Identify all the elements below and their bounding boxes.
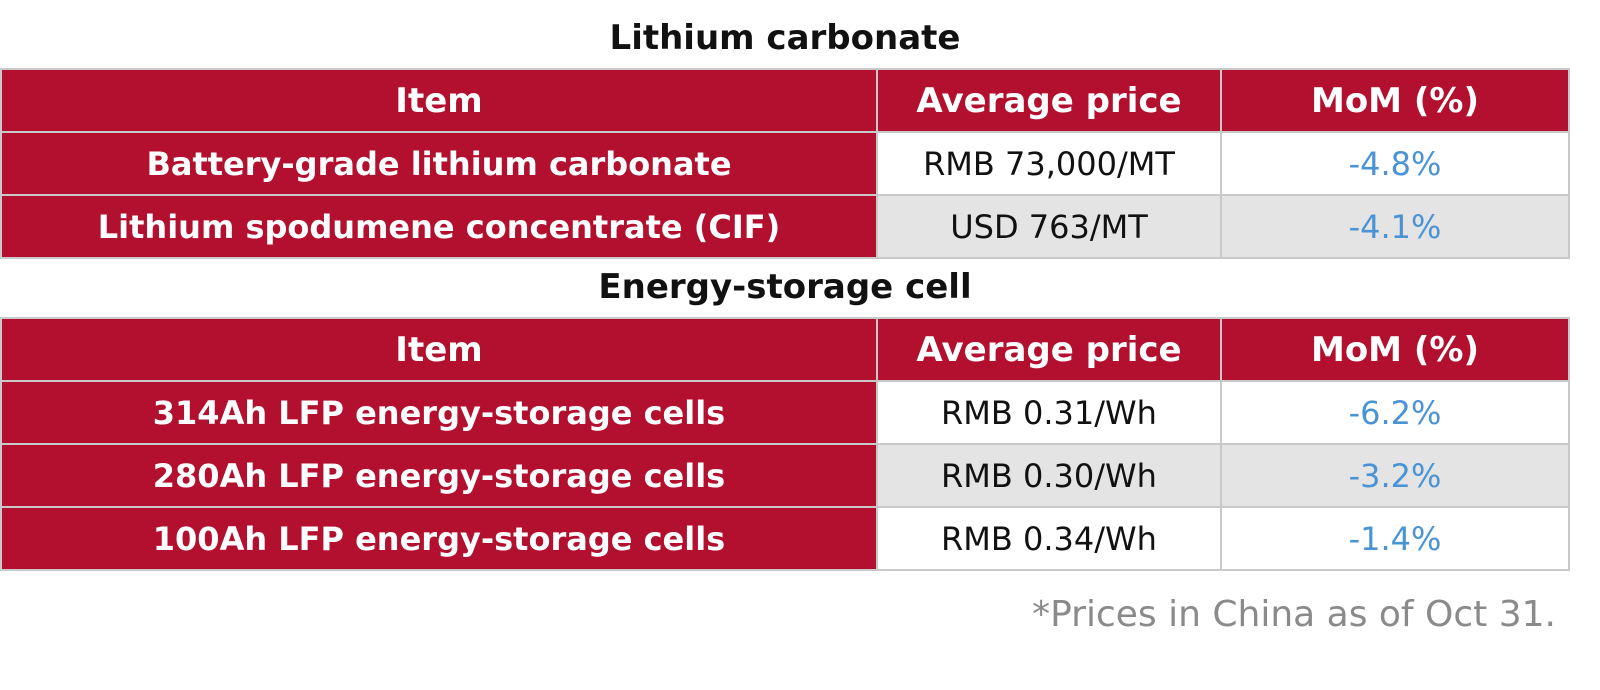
item-cell: 100Ah LFP energy-storage cells — [0, 506, 878, 571]
price-cell: USD 763/MT — [876, 194, 1222, 259]
section-title: Lithium carbonate — [609, 18, 961, 58]
mom-cell: -4.8% — [1220, 131, 1570, 196]
footnote: *Prices in China as of Oct 31. — [1032, 593, 1556, 635]
item-cell: Battery-grade lithium carbonate — [0, 131, 878, 196]
header-cell: Average price — [876, 317, 1222, 382]
item-cell: 314Ah LFP energy-storage cells — [0, 380, 878, 445]
section-title: Energy-storage cell — [598, 267, 972, 307]
item-cell: Lithium spodumene concentrate (CIF) — [0, 194, 878, 259]
header-cell: MoM (%) — [1220, 317, 1570, 382]
price-cell: RMB 0.34/Wh — [876, 506, 1222, 571]
price-cell: RMB 0.30/Wh — [876, 443, 1222, 508]
price-cell: RMB 73,000/MT — [876, 131, 1222, 196]
header-cell: Item — [0, 68, 878, 133]
header-cell: MoM (%) — [1220, 68, 1570, 133]
header-cell: Item — [0, 317, 878, 382]
header-cell: Average price — [876, 68, 1222, 133]
mom-cell: -4.1% — [1220, 194, 1570, 259]
mom-cell: -1.4% — [1220, 506, 1570, 571]
item-cell: 280Ah LFP energy-storage cells — [0, 443, 878, 508]
price-cell: RMB 0.31/Wh — [876, 380, 1222, 445]
mom-cell: -6.2% — [1220, 380, 1570, 445]
mom-cell: -3.2% — [1220, 443, 1570, 508]
